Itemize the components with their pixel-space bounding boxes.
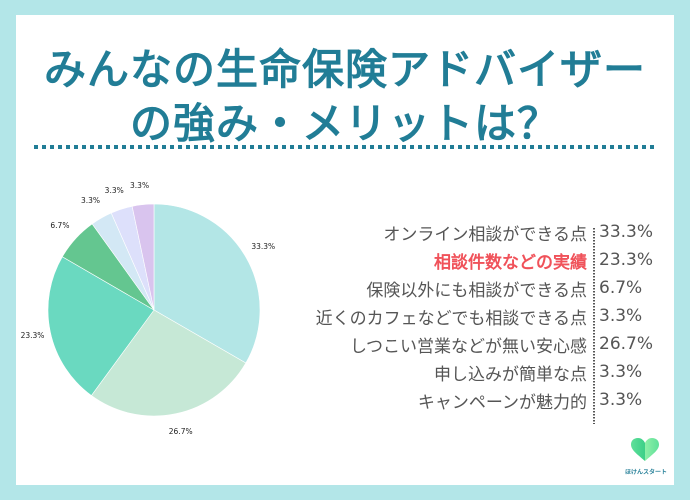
pie-slice-label: 3.3% xyxy=(80,196,101,206)
pie-slice-label: 6.7% xyxy=(50,220,70,230)
pie-slice-label: 33.3% xyxy=(251,242,276,252)
pie-svg xyxy=(47,203,261,417)
legend-label: 保険以外にも相談ができる点 xyxy=(366,280,587,301)
title-line-2: の強み・メリットは？ xyxy=(129,99,560,148)
legend-value: 3.3% xyxy=(599,362,643,382)
legend-row: 保険以外にも相談ができる点 6.7% xyxy=(256,274,656,302)
legend-label: オンライン相談ができる点 xyxy=(383,224,587,245)
legend: オンライン相談ができる点 33.3% 相談件数などの実績 23.3% 保険以外に… xyxy=(256,218,656,424)
content-panel: みんなの生命保険アドバイザー の強み・メリットは？ 33.3% 26.7% 23.3… xyxy=(16,15,674,485)
legend-label-highlight: 相談件数などの実績 xyxy=(434,252,587,273)
brand-logo: ほけんスタート xyxy=(625,438,668,480)
logo-text: ほけんスタート xyxy=(625,469,668,476)
pie-slice-label: 23.3% xyxy=(20,330,45,340)
legend-value: 3.3% xyxy=(599,390,643,410)
legend-row: キャンペーンが魅力的 3.3% xyxy=(256,386,656,414)
pie-slice-label: 26.7% xyxy=(168,427,193,437)
legend-row: 相談件数などの実績 23.3% xyxy=(256,246,656,274)
pie-slice xyxy=(153,203,261,364)
legend-row: しつこい営業などが無い安心感 26.7% xyxy=(256,330,656,358)
legend-value: 26.7% xyxy=(599,334,654,354)
pie-slice xyxy=(90,309,247,417)
legend-value: 33.3% xyxy=(599,222,654,242)
legend-label: しつこい営業などが無い安心感 xyxy=(350,336,587,357)
page-title: みんなの生命保険アドバイザー の強み・メリットは？ xyxy=(16,43,674,151)
legend-separator xyxy=(593,228,595,424)
pie-chart: 33.3% 26.7% 23.3% 6.7% 3.3% 3.3% 3.3% xyxy=(16,165,276,445)
pie-slice xyxy=(47,256,155,396)
legend-value: 6.7% xyxy=(599,278,643,298)
legend-row: 申し込みが簡単な点 3.3% xyxy=(256,358,656,386)
legend-value: 23.3% xyxy=(599,250,654,270)
legend-value: 3.3% xyxy=(599,306,643,326)
dotted-divider xyxy=(34,145,656,149)
title-line-1: みんなの生命保険アドバイザー xyxy=(43,45,646,94)
pie-slice-label: 3.3% xyxy=(130,180,150,190)
legend-label: 近くのカフェなどでも相談できる点 xyxy=(315,308,587,329)
legend-label: キャンペーンが魅力的 xyxy=(417,392,587,413)
legend-row: 近くのカフェなどでも相談できる点 3.3% xyxy=(256,302,656,330)
legend-label: 申し込みが簡単な点 xyxy=(434,364,587,385)
pie-slice-label: 3.3% xyxy=(104,185,124,195)
pie-slice xyxy=(131,203,155,311)
legend-row: オンライン相談ができる点 33.3% xyxy=(256,218,656,246)
heart-icon xyxy=(631,438,659,461)
